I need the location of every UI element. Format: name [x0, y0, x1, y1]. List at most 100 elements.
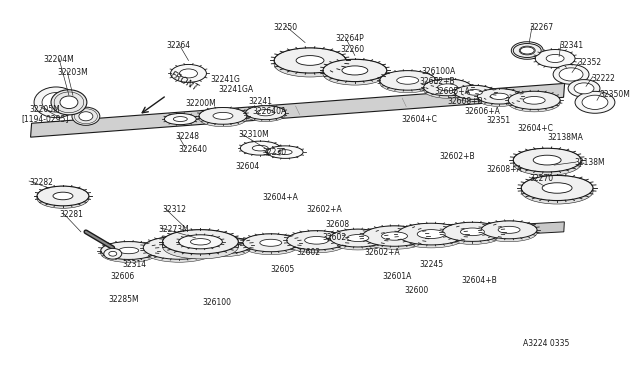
- Ellipse shape: [442, 222, 502, 241]
- Ellipse shape: [513, 44, 541, 58]
- Text: 32204M: 32204M: [43, 55, 74, 64]
- Text: 32248: 32248: [175, 132, 200, 141]
- Ellipse shape: [380, 71, 436, 90]
- Ellipse shape: [246, 108, 285, 122]
- Ellipse shape: [542, 183, 572, 193]
- Ellipse shape: [460, 228, 484, 235]
- Text: 32245: 32245: [420, 260, 444, 269]
- Ellipse shape: [574, 83, 594, 94]
- Text: 32604+C: 32604+C: [402, 115, 438, 124]
- Text: 32352: 32352: [577, 58, 601, 67]
- Ellipse shape: [42, 93, 70, 112]
- Polygon shape: [163, 230, 238, 247]
- Ellipse shape: [104, 248, 122, 259]
- Ellipse shape: [533, 155, 561, 165]
- Text: 32600: 32600: [404, 286, 429, 295]
- Ellipse shape: [524, 96, 545, 104]
- Ellipse shape: [347, 235, 369, 241]
- Ellipse shape: [243, 237, 299, 255]
- Ellipse shape: [481, 221, 537, 239]
- Text: 32230: 32230: [262, 148, 286, 157]
- Ellipse shape: [79, 112, 93, 121]
- Text: 32608+B: 32608+B: [447, 97, 483, 106]
- Polygon shape: [323, 59, 387, 74]
- Polygon shape: [274, 48, 346, 64]
- Ellipse shape: [119, 247, 139, 254]
- Ellipse shape: [246, 106, 285, 120]
- Ellipse shape: [513, 152, 581, 176]
- Text: 32312: 32312: [163, 205, 187, 214]
- Text: 32310M: 32310M: [238, 130, 269, 139]
- Text: 32606: 32606: [111, 272, 135, 281]
- Text: 32264: 32264: [166, 41, 191, 49]
- Text: 32270: 32270: [529, 174, 554, 183]
- Text: 32350M: 32350M: [599, 90, 630, 99]
- Ellipse shape: [60, 96, 78, 109]
- Text: 32267: 32267: [529, 23, 554, 32]
- Ellipse shape: [287, 231, 346, 250]
- Ellipse shape: [380, 73, 436, 93]
- Text: 32203M: 32203M: [57, 68, 88, 77]
- Text: 32604: 32604: [236, 162, 260, 171]
- Ellipse shape: [520, 47, 534, 54]
- Ellipse shape: [511, 42, 543, 59]
- Polygon shape: [454, 86, 494, 95]
- Ellipse shape: [37, 186, 89, 206]
- Text: 32222: 32222: [591, 74, 615, 83]
- Text: 32608: 32608: [325, 220, 349, 229]
- Polygon shape: [330, 229, 386, 241]
- Text: 32605: 32605: [270, 265, 294, 274]
- Text: 32281: 32281: [59, 210, 83, 219]
- Text: 32606+A: 32606+A: [465, 107, 500, 116]
- Text: 32602: 32602: [296, 248, 320, 257]
- Ellipse shape: [535, 49, 575, 67]
- Text: 32260: 32260: [340, 45, 364, 54]
- Ellipse shape: [508, 91, 560, 109]
- Ellipse shape: [330, 229, 386, 247]
- Text: 32602+A: 32602+A: [306, 205, 342, 214]
- Ellipse shape: [305, 237, 328, 244]
- Ellipse shape: [287, 234, 346, 253]
- Text: 32604+C: 32604+C: [517, 124, 553, 133]
- Polygon shape: [287, 231, 346, 243]
- Polygon shape: [477, 89, 521, 99]
- Ellipse shape: [179, 235, 222, 249]
- Polygon shape: [508, 91, 560, 103]
- Ellipse shape: [498, 226, 520, 233]
- Ellipse shape: [323, 63, 387, 85]
- Polygon shape: [363, 226, 426, 239]
- Ellipse shape: [101, 241, 157, 259]
- Ellipse shape: [381, 232, 408, 240]
- Polygon shape: [246, 106, 285, 115]
- Ellipse shape: [199, 237, 251, 254]
- Ellipse shape: [252, 145, 268, 151]
- Text: 32138MA: 32138MA: [547, 133, 583, 142]
- Polygon shape: [31, 83, 564, 137]
- Ellipse shape: [51, 90, 87, 115]
- Ellipse shape: [173, 116, 188, 122]
- Ellipse shape: [508, 94, 560, 112]
- Polygon shape: [521, 176, 593, 192]
- Ellipse shape: [330, 232, 386, 250]
- Ellipse shape: [568, 80, 600, 97]
- Ellipse shape: [165, 243, 193, 252]
- Polygon shape: [37, 186, 89, 198]
- Ellipse shape: [163, 235, 238, 259]
- Ellipse shape: [191, 238, 211, 245]
- Text: 32604+B: 32604+B: [461, 276, 497, 285]
- Ellipse shape: [164, 113, 196, 125]
- Ellipse shape: [477, 89, 521, 104]
- Ellipse shape: [274, 52, 346, 77]
- Ellipse shape: [274, 48, 346, 73]
- Text: 32351: 32351: [486, 116, 511, 125]
- Text: 32314: 32314: [123, 260, 147, 269]
- Text: 32604+A: 32604+A: [262, 193, 298, 202]
- Text: 32602: 32602: [322, 233, 346, 242]
- Ellipse shape: [417, 230, 445, 238]
- Polygon shape: [243, 234, 299, 246]
- Polygon shape: [424, 79, 472, 90]
- Text: 32282: 32282: [29, 178, 53, 187]
- Ellipse shape: [454, 88, 494, 102]
- Text: [1194-0295]: [1194-0295]: [21, 114, 68, 123]
- Ellipse shape: [559, 68, 583, 81]
